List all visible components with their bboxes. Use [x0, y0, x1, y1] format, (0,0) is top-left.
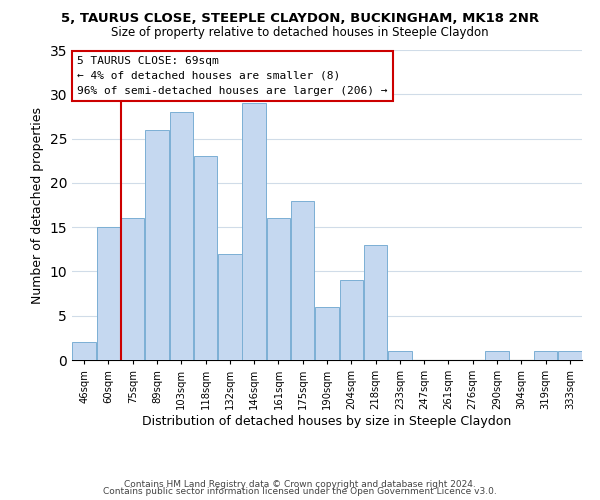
Text: Size of property relative to detached houses in Steeple Claydon: Size of property relative to detached ho… [111, 26, 489, 39]
Bar [121, 218, 145, 360]
Bar [315, 307, 339, 360]
Bar [97, 227, 120, 360]
Bar [145, 130, 169, 360]
Text: Contains HM Land Registry data © Crown copyright and database right 2024.: Contains HM Land Registry data © Crown c… [124, 480, 476, 489]
Bar [73, 342, 96, 360]
Bar [242, 103, 266, 360]
Bar [218, 254, 242, 360]
Bar [291, 200, 314, 360]
Y-axis label: Number of detached properties: Number of detached properties [31, 106, 44, 304]
Text: 5, TAURUS CLOSE, STEEPLE CLAYDON, BUCKINGHAM, MK18 2NR: 5, TAURUS CLOSE, STEEPLE CLAYDON, BUCKIN… [61, 12, 539, 26]
Bar [534, 351, 557, 360]
Bar [340, 280, 363, 360]
Bar [364, 245, 388, 360]
X-axis label: Distribution of detached houses by size in Steeple Claydon: Distribution of detached houses by size … [142, 415, 512, 428]
Bar [388, 351, 412, 360]
Bar [485, 351, 509, 360]
Text: 5 TAURUS CLOSE: 69sqm
← 4% of detached houses are smaller (8)
96% of semi-detach: 5 TAURUS CLOSE: 69sqm ← 4% of detached h… [77, 56, 388, 96]
Bar [170, 112, 193, 360]
Bar [266, 218, 290, 360]
Bar [558, 351, 581, 360]
Bar [194, 156, 217, 360]
Text: Contains public sector information licensed under the Open Government Licence v3: Contains public sector information licen… [103, 488, 497, 496]
